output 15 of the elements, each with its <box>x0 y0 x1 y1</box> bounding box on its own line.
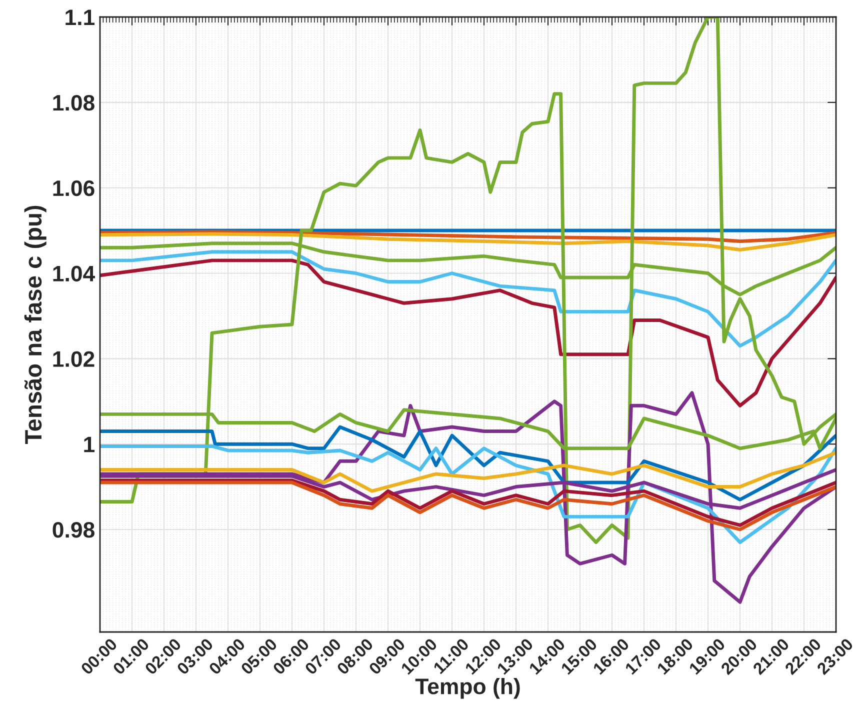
line-series <box>100 258 836 408</box>
line-series <box>100 425 836 502</box>
y-tick-label: 1.04 <box>53 266 96 282</box>
line-series <box>100 450 836 493</box>
y-tick-label: 1.02 <box>53 351 94 367</box>
y-axis-title: Tensão na fase c (pu) <box>24 206 46 444</box>
y-tick-label: 0.98 <box>52 522 94 538</box>
line-series <box>100 230 836 243</box>
y-tick-label: 1.1 <box>66 10 95 26</box>
line-series <box>100 232 836 252</box>
y-tick-label: 1.06 <box>53 180 94 196</box>
y-tick-label: 1.08 <box>53 94 94 111</box>
x-axis-title: Tempo (h) <box>415 678 520 699</box>
y-tick-label: 1 <box>84 436 95 452</box>
line-series <box>100 250 836 348</box>
